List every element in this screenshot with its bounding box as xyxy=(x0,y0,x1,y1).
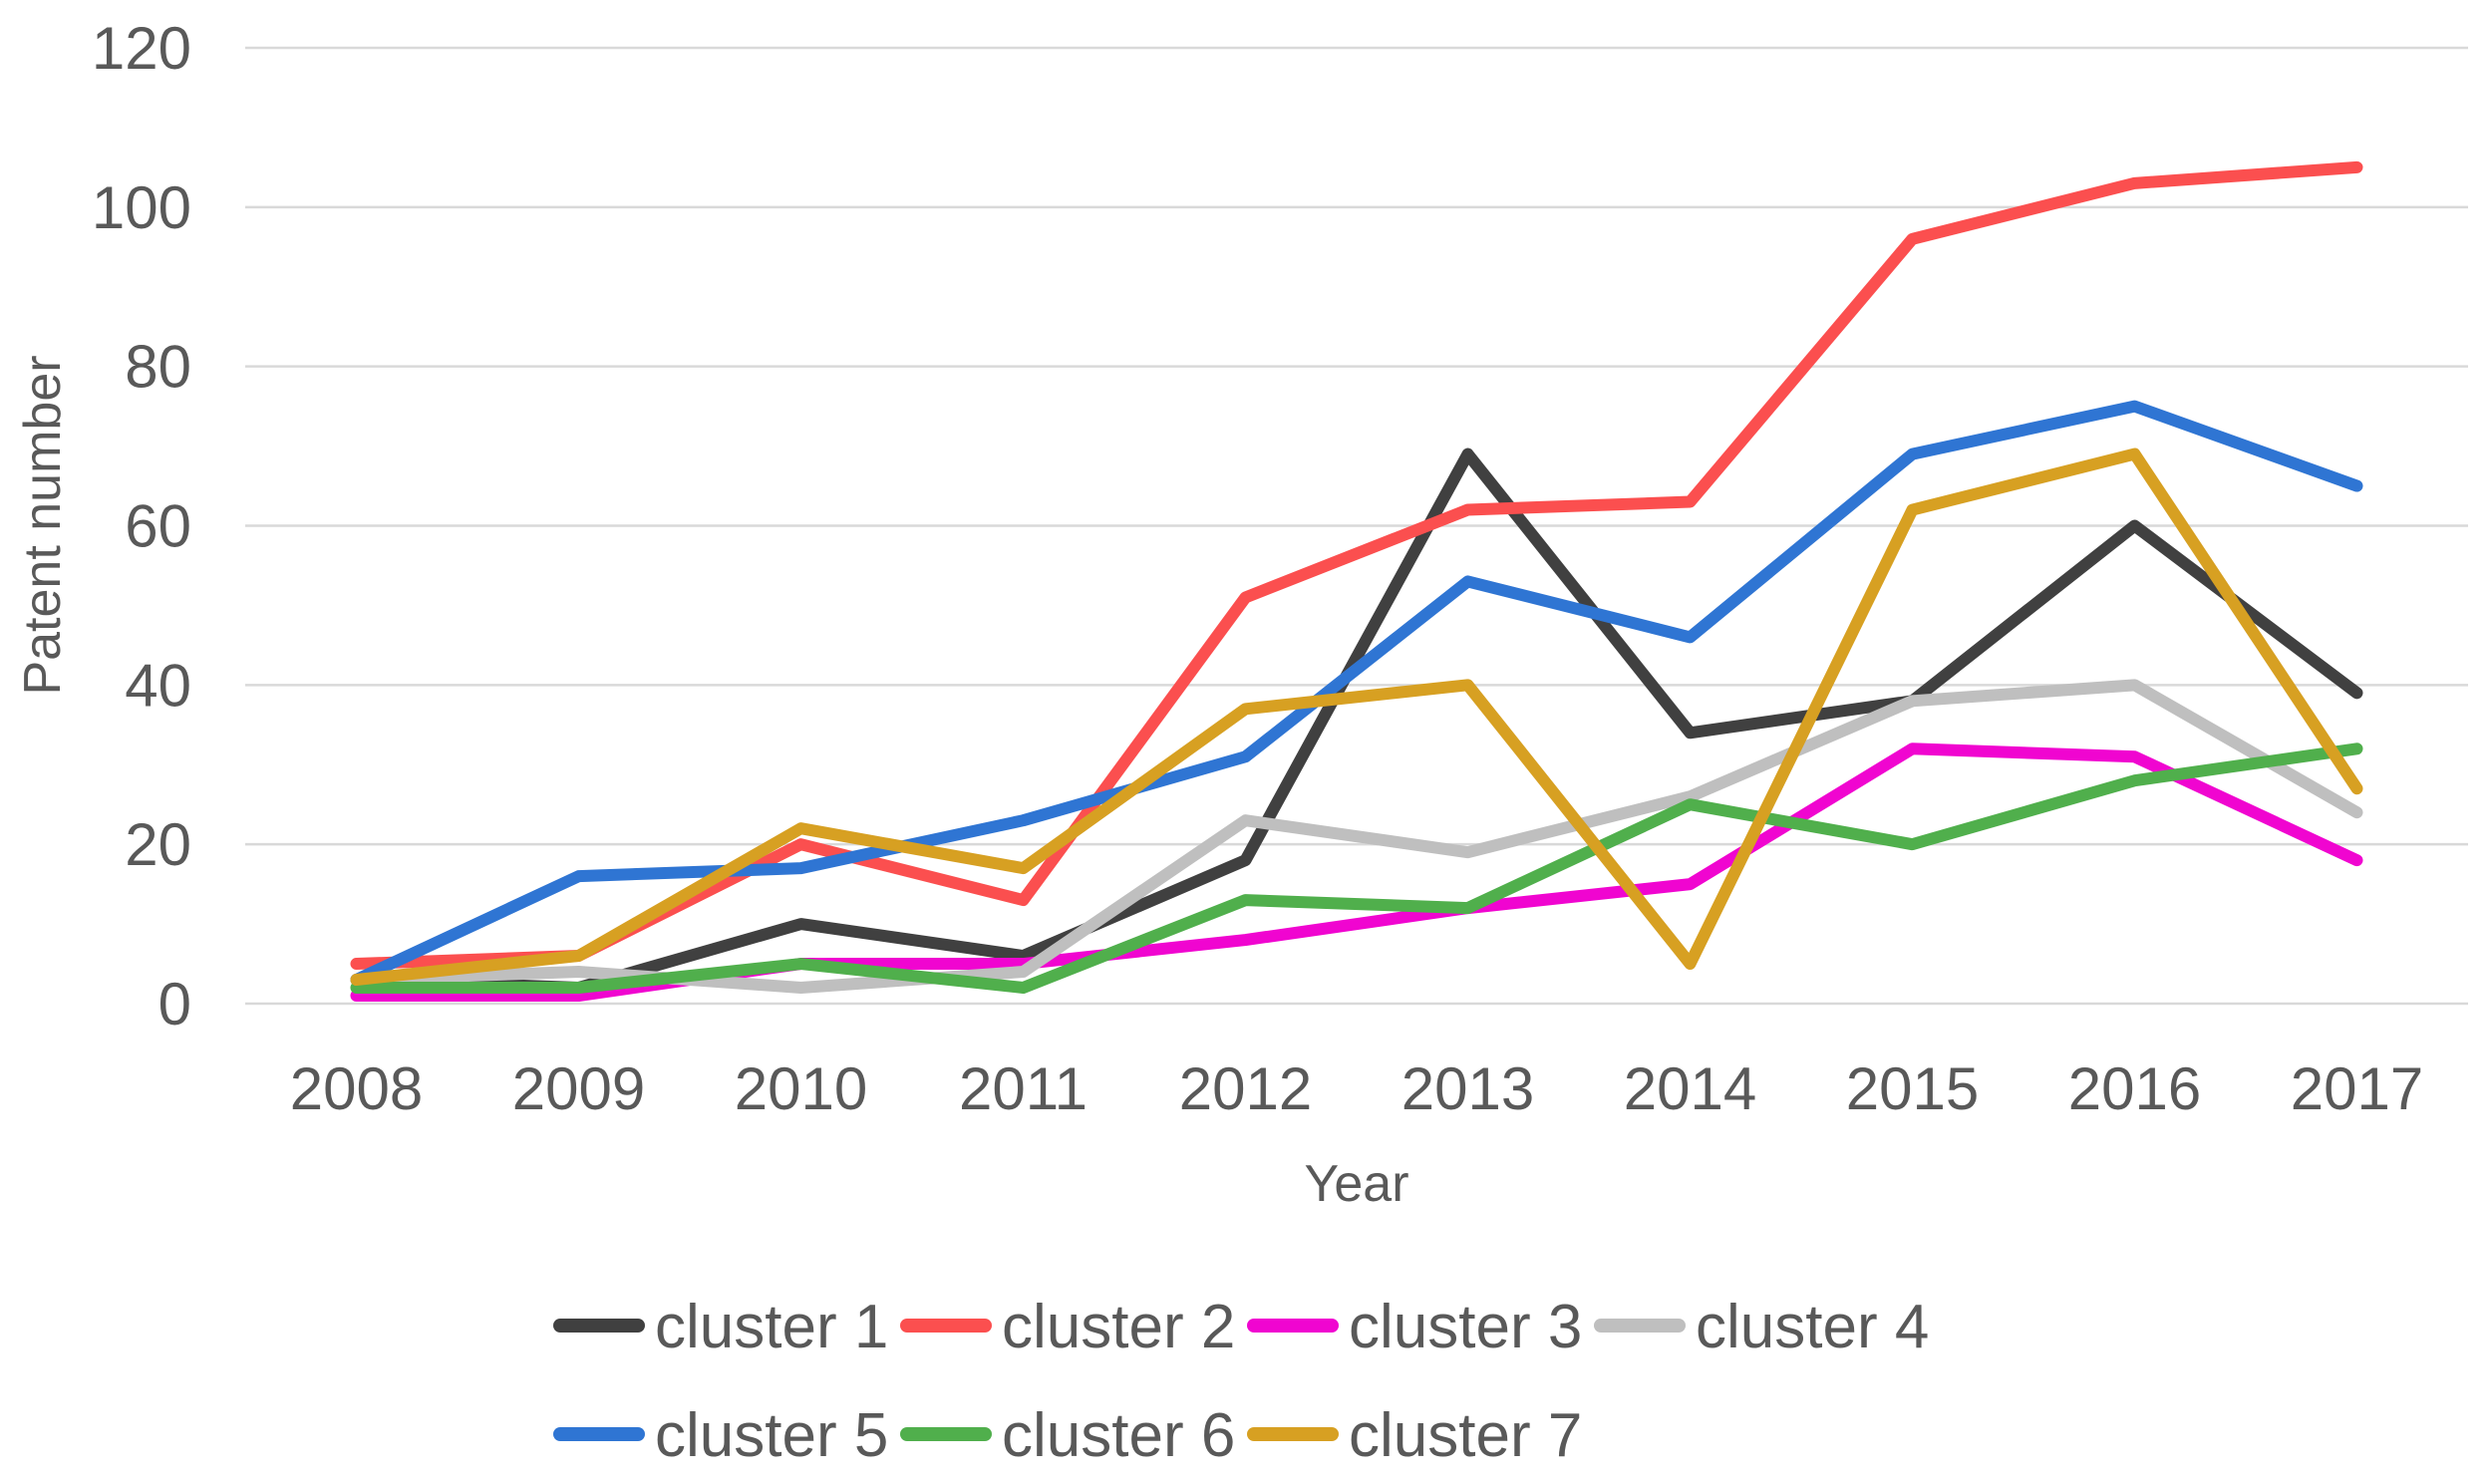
series-lines-group xyxy=(350,160,2363,1003)
series-line-cluster-2 xyxy=(350,160,2363,971)
legend-swatch-cluster-2 xyxy=(900,1319,992,1333)
y-axis-tick-labels: 0 20 40 60 80 100 120 xyxy=(92,15,191,1038)
x-tick-label: 2008 xyxy=(290,1055,423,1122)
series-line-cluster-5 xyxy=(350,400,2363,987)
legend-swatch-cluster-6 xyxy=(900,1427,992,1441)
y-tick-label: 80 xyxy=(125,334,191,401)
legend-swatch-cluster-7 xyxy=(1247,1427,1339,1441)
series-line-cluster-7 xyxy=(350,447,2363,987)
y-tick-label: 20 xyxy=(125,811,191,878)
legend-swatch-cluster-3 xyxy=(1247,1319,1339,1333)
legend-label-cluster-2: cluster 2 xyxy=(1002,1293,1235,1361)
y-tick-label: 0 xyxy=(158,971,191,1038)
x-tick-label: 2009 xyxy=(512,1055,645,1122)
legend-label-cluster-3: cluster 3 xyxy=(1349,1293,1582,1361)
x-tick-label: 2012 xyxy=(1179,1055,1312,1122)
gridlines-group xyxy=(245,46,2468,1006)
x-tick-label: 2013 xyxy=(1401,1055,1534,1122)
legend-swatch-cluster-1 xyxy=(553,1319,645,1333)
y-tick-label: 120 xyxy=(92,15,191,82)
legend-label-cluster-6: cluster 6 xyxy=(1002,1401,1235,1470)
series-line-cluster-4 xyxy=(350,679,2363,995)
x-tick-label: 2015 xyxy=(1846,1055,1979,1122)
x-axis-tick-labels: 2008 2009 2010 2011 2012 2013 2014 2015 2016 2017 xyxy=(290,1055,2423,1122)
x-axis-title: Year xyxy=(1304,1155,1408,1213)
y-tick-label: 60 xyxy=(125,493,191,560)
legend-swatch-cluster-5 xyxy=(553,1427,645,1441)
legend-label-cluster-5: cluster 5 xyxy=(655,1401,888,1470)
x-tick-label: 2016 xyxy=(2068,1055,2201,1122)
series-line-cluster-1 xyxy=(350,447,2363,995)
x-tick-label: 2010 xyxy=(735,1055,867,1122)
legend-swatch-cluster-4 xyxy=(1594,1319,1686,1333)
y-tick-label: 40 xyxy=(125,652,191,719)
legend: cluster 1 cluster 2 cluster 3 cluster 4 clus… xyxy=(553,1293,1929,1470)
x-tick-label: 2011 xyxy=(959,1055,1088,1122)
legend-label-cluster-7: cluster 7 xyxy=(1349,1401,1582,1470)
x-tick-label: 2017 xyxy=(2291,1055,2423,1122)
y-axis-title: Patent number xyxy=(14,355,72,695)
legend-label-cluster-4: cluster 4 xyxy=(1696,1293,1929,1361)
series-line-cluster-6 xyxy=(350,742,2363,995)
y-tick-label: 100 xyxy=(92,174,191,241)
x-tick-label: 2014 xyxy=(1624,1055,1756,1122)
legend-label-cluster-1: cluster 1 xyxy=(655,1293,888,1361)
